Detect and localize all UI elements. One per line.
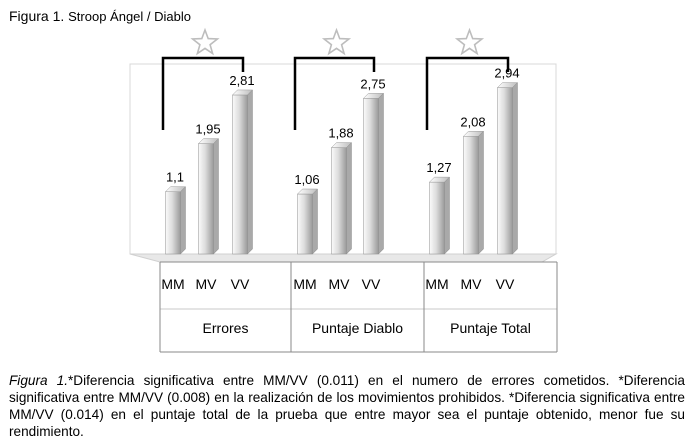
- data-label: 1,27: [426, 160, 451, 175]
- category-label: MM: [293, 276, 316, 292]
- figure-subtitle: Stroop Ángel / Diablo: [68, 9, 191, 24]
- bar-side: [444, 176, 450, 255]
- significance-star-icon: [321, 27, 352, 56]
- category-label: MV: [329, 276, 351, 292]
- figure-label: Figura 1.: [9, 8, 65, 24]
- data-label: 1,06: [294, 172, 319, 187]
- figure-caption: Figura 1.*Diferencia significativa entre…: [9, 372, 685, 440]
- data-label: 1,1: [166, 170, 184, 185]
- significance-bracket: [293, 56, 376, 130]
- group-label: Errores: [203, 320, 249, 336]
- bar-side: [247, 89, 253, 255]
- category-label: MV: [196, 276, 218, 292]
- bar: [363, 98, 379, 255]
- data-label: 2,75: [360, 76, 385, 91]
- bar: [232, 94, 248, 255]
- group-label: Puntaje Diablo: [312, 320, 403, 336]
- bar-side: [478, 130, 484, 255]
- category-label: VV: [496, 276, 515, 292]
- category-label: MM: [161, 276, 184, 292]
- group-label: Puntaje Total: [450, 320, 531, 336]
- bar: [165, 191, 181, 255]
- significance-star-icon: [454, 27, 485, 56]
- bar: [497, 87, 513, 255]
- bar-side: [512, 81, 518, 255]
- data-label: 2,94: [494, 66, 519, 81]
- bar: [198, 143, 214, 255]
- bar-side: [180, 186, 186, 255]
- bar-side: [213, 138, 219, 255]
- bar-chart: 1,1 MM 1,95 MV 2,81 VV Errores 1,06 MM 1,88 MV 2,75…: [129, 27, 558, 353]
- significance-star-icon: [190, 27, 220, 56]
- bar: [331, 147, 347, 255]
- bar-side: [312, 188, 318, 255]
- caption-figure-ref: Figura 1.: [9, 372, 68, 388]
- figure-title: Figura 1. Stroop Ángel / Diablo: [9, 8, 191, 24]
- bar-side: [346, 141, 352, 255]
- data-label: 1,88: [328, 126, 353, 141]
- category-label: MM: [425, 276, 448, 292]
- bar-side: [378, 92, 384, 255]
- data-label: 2,81: [229, 73, 254, 88]
- data-label: 1,95: [195, 122, 220, 137]
- category-label: MV: [461, 276, 483, 292]
- chart-floor: [129, 253, 558, 263]
- data-label: 2,08: [460, 114, 485, 129]
- significance-bracket: [161, 56, 245, 130]
- caption-text: *Diferencia significativa entre MM/VV (0…: [9, 372, 685, 439]
- significance-bracket: [425, 56, 510, 130]
- category-label: VV: [231, 276, 250, 292]
- bar: [463, 136, 479, 255]
- bar: [297, 193, 313, 255]
- category-label: VV: [362, 276, 381, 292]
- bar: [429, 181, 445, 255]
